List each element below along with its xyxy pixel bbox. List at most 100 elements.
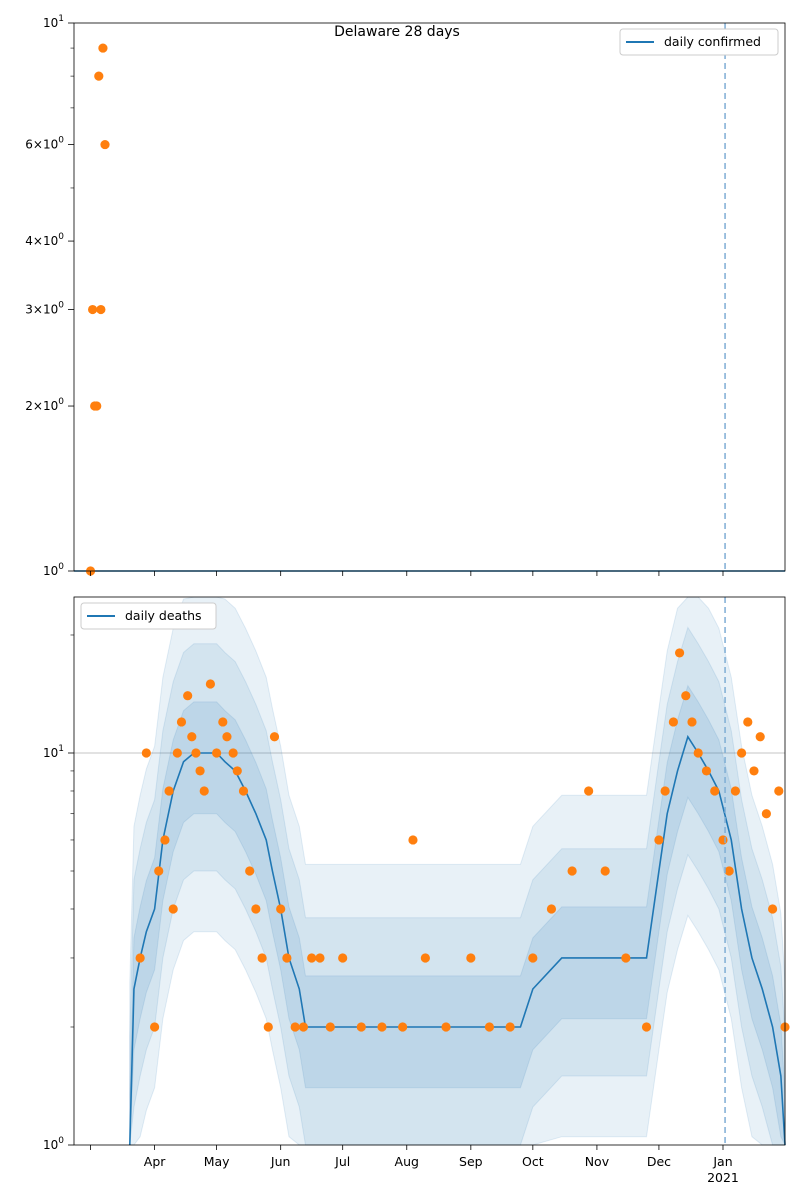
deaths-point (338, 953, 348, 963)
y-tick-label: 4×100 (25, 232, 64, 248)
deaths-point (245, 866, 255, 876)
y-tick-label: 3×100 (25, 301, 64, 317)
y-tick-label: 2×100 (25, 397, 64, 413)
x-year-label: 2021 (707, 1170, 739, 1185)
deaths-point (298, 1022, 309, 1032)
x-tick-label: Jul (334, 1154, 350, 1169)
deaths-point (257, 953, 267, 963)
confirmed-point (100, 139, 110, 150)
deaths-point (251, 904, 261, 914)
y-tick-label: 101 (43, 14, 64, 30)
deaths-point (408, 835, 418, 845)
y-tick-label-base: 10 (43, 746, 58, 760)
x-tick-label: Oct (522, 1154, 544, 1169)
y-tick-label-exp: 1 (58, 14, 64, 24)
x-tick-label: Dec (647, 1154, 671, 1169)
deaths-point (168, 904, 178, 914)
deaths-point (724, 866, 734, 876)
bottom-plot-area (74, 597, 785, 1145)
deaths-point (183, 691, 193, 701)
deaths-point (528, 953, 538, 963)
deaths-point (282, 953, 292, 963)
y-tick-label-exp: 0 (58, 136, 64, 146)
deaths-point (290, 1022, 300, 1032)
deaths-point (654, 835, 664, 845)
y-tick-label-exp: 0 (58, 397, 64, 407)
deaths-point (701, 766, 712, 776)
chart-title: Delaware 28 days (334, 24, 460, 40)
deaths-point (749, 766, 759, 776)
top-plot-area (74, 23, 785, 571)
deaths-point (205, 679, 216, 689)
deaths-point (743, 717, 753, 727)
deaths-point (398, 1022, 408, 1032)
deaths-point (150, 1022, 160, 1032)
y-tick-label-base: 2×10 (25, 399, 58, 413)
deaths-point (441, 1022, 451, 1032)
top-chart: Delaware 28 days daily confirmed 1002×10… (25, 14, 786, 578)
y-tick-label-exp: 1 (58, 744, 64, 754)
deaths-point (687, 717, 697, 727)
deaths-point (135, 953, 145, 963)
legend-box (619, 28, 779, 56)
x-tick-label: Aug (395, 1154, 419, 1169)
deaths-point (172, 748, 182, 758)
confirmed-point (88, 304, 98, 315)
top-axes-frame (73, 22, 786, 572)
deaths-point (466, 953, 476, 963)
deaths-point (356, 1022, 366, 1032)
deaths-point (307, 953, 317, 963)
deaths-point (222, 732, 232, 742)
x-tick-label: Nov (585, 1154, 610, 1169)
deaths-point (674, 648, 685, 658)
legend-label-daily-confirmed: daily confirmed (664, 34, 761, 49)
deaths-point (546, 904, 557, 914)
deaths-point (420, 953, 430, 963)
deaths-point (584, 786, 594, 796)
deaths-point (641, 1022, 652, 1032)
deaths-point (693, 748, 703, 758)
deaths-point (164, 786, 174, 796)
deaths-point (718, 835, 728, 845)
confirmed-point (92, 401, 102, 411)
deaths-point (276, 904, 286, 914)
deaths-point (154, 866, 164, 876)
deaths-point (730, 786, 740, 796)
x-tick-label: Jan (712, 1154, 732, 1169)
deaths-point (269, 732, 280, 742)
y-tick-label: 101 (43, 744, 64, 760)
x-tick-label: May (204, 1154, 230, 1169)
y-tick-label-base: 3×10 (25, 303, 58, 317)
y-tick-label-exp: 0 (58, 1136, 64, 1146)
x-tick-label: Apr (144, 1154, 166, 1169)
y-tick-label: 100 (43, 1136, 64, 1152)
y-tick-label-base: 10 (43, 16, 58, 30)
deaths-point (377, 1022, 387, 1032)
deaths-point (567, 866, 577, 876)
deaths-point (325, 1022, 335, 1032)
confirmed-point (96, 304, 106, 315)
deaths-point (761, 809, 771, 819)
y-tick-label-exp: 0 (58, 301, 64, 311)
deaths-point (141, 748, 151, 758)
y-tick-label: 100 (43, 562, 64, 578)
bottom-legend: daily deaths (80, 602, 217, 630)
deaths-point (505, 1022, 515, 1032)
deaths-point (710, 786, 720, 796)
deaths-point (774, 786, 784, 796)
x-tick-label: Jun (270, 1154, 291, 1169)
deaths-point (484, 1022, 495, 1032)
deaths-point (199, 786, 209, 796)
y-tick-label: 6×100 (25, 136, 64, 152)
y-tick-label-base: 10 (43, 564, 58, 578)
deaths-point (767, 904, 778, 914)
legend-label-daily-deaths: daily deaths (125, 608, 202, 623)
deaths-point (187, 732, 197, 742)
confirmed-point (98, 43, 108, 53)
deaths-point (681, 691, 691, 701)
deaths-point (218, 717, 228, 727)
x-tick-label: Sep (459, 1154, 483, 1169)
deaths-point (176, 717, 187, 727)
